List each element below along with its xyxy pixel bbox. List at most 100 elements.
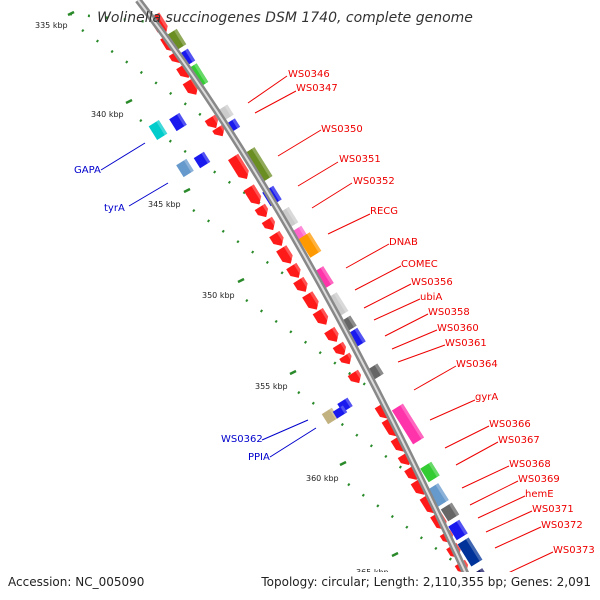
gene-arrow[interactable] — [302, 291, 322, 313]
gene-block[interactable] — [332, 405, 348, 419]
forward-gene[interactable] — [254, 203, 272, 221]
reverse-gene[interactable] — [148, 120, 168, 140]
gene-arrow[interactable] — [212, 124, 227, 140]
gene-block[interactable] — [448, 519, 468, 541]
gene-arrow[interactable] — [269, 230, 287, 249]
gene-label[interactable]: gyrA — [475, 392, 498, 403]
gene-label[interactable]: COMEC — [401, 259, 438, 270]
gene-block[interactable] — [243, 147, 273, 183]
forward-gene[interactable] — [269, 230, 287, 249]
gene-label[interactable]: WS0350 — [321, 124, 363, 135]
gene-label[interactable]: ubiA — [420, 292, 442, 303]
gene-label[interactable]: WS0360 — [437, 323, 479, 334]
gene-shine — [428, 461, 440, 478]
gene-block[interactable] — [165, 28, 187, 52]
gene-block[interactable] — [176, 158, 194, 178]
reverse-gene[interactable] — [332, 405, 348, 419]
forward-gene[interactable] — [286, 262, 304, 281]
gene-block[interactable] — [312, 266, 334, 290]
gene-block[interactable] — [440, 502, 460, 522]
gene-arrow[interactable] — [332, 341, 350, 359]
gene-label[interactable]: hemE — [525, 489, 554, 500]
gene-label[interactable]: WS0372 — [541, 520, 583, 531]
gene-block[interactable] — [420, 461, 440, 483]
gene-label[interactable]: WS0361 — [445, 338, 487, 349]
gene-label[interactable]: WS0366 — [489, 419, 531, 430]
gene-block[interactable] — [298, 232, 322, 258]
gene-block[interactable] — [427, 483, 449, 507]
gene-block[interactable] — [346, 327, 366, 349]
gene-arrow[interactable] — [286, 262, 304, 281]
label-connector — [444, 425, 490, 449]
gene-label[interactable]: WS0364 — [456, 359, 498, 370]
gene-block[interactable] — [243, 147, 273, 183]
gene-label[interactable]: DNAB — [389, 237, 418, 248]
forward-gene[interactable] — [293, 276, 311, 295]
gene-label[interactable]: WS0347 — [296, 83, 338, 94]
gene-block[interactable] — [312, 266, 334, 290]
gene-arrow[interactable] — [347, 369, 365, 387]
reverse-gene[interactable] — [193, 151, 211, 169]
gene-label[interactable]: WS0351 — [339, 154, 381, 165]
gene-arrow[interactable] — [243, 184, 265, 207]
gene-label[interactable]: RECG — [370, 206, 398, 217]
gene-block[interactable] — [165, 28, 187, 52]
forward-gene[interactable] — [339, 352, 355, 368]
tick-mark — [237, 277, 245, 284]
gene-arrow[interactable] — [204, 114, 222, 132]
reverse-gene[interactable] — [176, 158, 194, 178]
forward-gene[interactable] — [347, 369, 365, 387]
gene-block[interactable] — [391, 403, 425, 445]
tick-label: 350 kbp — [202, 291, 235, 300]
gene-label[interactable]: WS0368 — [509, 459, 551, 470]
label-connector — [477, 495, 526, 519]
gene-block[interactable] — [193, 151, 211, 169]
gene-block[interactable] — [391, 403, 425, 445]
forward-gene[interactable] — [212, 124, 228, 140]
gene-block[interactable] — [298, 232, 322, 258]
gene-block[interactable] — [457, 537, 483, 567]
forward-gene[interactable] — [302, 291, 322, 313]
forward-gene[interactable] — [204, 114, 222, 132]
gene-arrow[interactable] — [261, 216, 279, 234]
gene-block[interactable] — [148, 120, 168, 140]
gene-label[interactable]: WS0346 — [288, 69, 330, 80]
gene-label[interactable]: WS0373 — [553, 545, 595, 556]
gene-label[interactable]: GAPA — [74, 165, 101, 176]
gene-arrow[interactable] — [228, 153, 252, 182]
forward-gene[interactable] — [261, 216, 279, 234]
gene-block[interactable] — [457, 537, 483, 567]
gene-label[interactable]: tyrA — [104, 203, 125, 214]
gene-label[interactable]: WS0367 — [498, 435, 540, 446]
gene-block[interactable] — [420, 461, 440, 483]
reverse-gene[interactable] — [169, 112, 187, 132]
gene-arrow[interactable] — [312, 308, 332, 328]
gene-arrow[interactable] — [324, 326, 342, 345]
forward-gene[interactable] — [332, 341, 350, 359]
gene-label[interactable]: WS0371 — [532, 504, 574, 515]
gene-label[interactable]: PPIA — [248, 452, 270, 463]
gene-block[interactable] — [440, 502, 460, 522]
gene-label[interactable]: WS0369 — [518, 474, 560, 485]
gene-label[interactable]: WS0356 — [411, 277, 453, 288]
forward-gene[interactable] — [228, 153, 252, 182]
gene-arrow[interactable] — [254, 203, 272, 221]
gene-arrow[interactable] — [276, 245, 296, 267]
gene-arrow[interactable] — [339, 352, 354, 368]
forward-gene[interactable] — [276, 245, 296, 267]
gene-label[interactable]: WS0352 — [353, 176, 395, 187]
gene-block[interactable] — [346, 327, 366, 349]
forward-gene[interactable] — [324, 326, 342, 345]
gene-shine — [374, 363, 384, 376]
gene-block[interactable] — [448, 519, 468, 541]
gene-block[interactable] — [427, 483, 449, 507]
accession-text: Accession: NC_005090 — [8, 575, 144, 589]
gene-block[interactable] — [169, 112, 187, 132]
forward-gene[interactable] — [243, 184, 265, 207]
gene-shine — [270, 185, 282, 202]
gene-arrow[interactable] — [293, 276, 311, 295]
label-connector — [247, 75, 288, 104]
gene-label[interactable]: WS0358 — [428, 307, 470, 318]
gene-label[interactable]: WS0362 — [221, 434, 263, 445]
forward-gene[interactable] — [312, 308, 332, 328]
